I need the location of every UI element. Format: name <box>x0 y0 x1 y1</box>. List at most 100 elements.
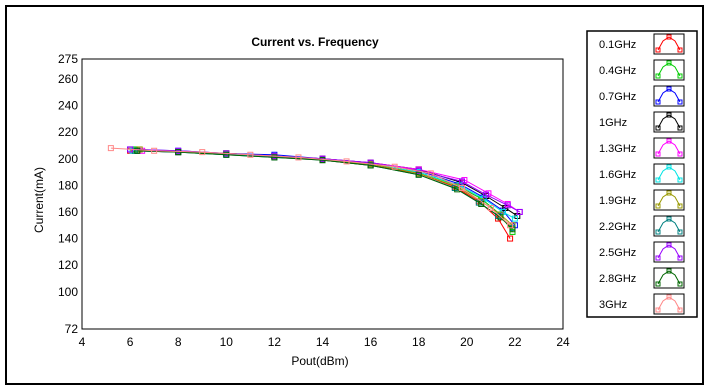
y-tick-label: 220 <box>58 125 78 139</box>
x-tick-label: 8 <box>175 335 182 349</box>
chart-frame: Current vs. Frequency 4 6 8 10 12 14 16 18 20 22 2… <box>5 5 704 385</box>
legend-swatch-line <box>657 218 681 233</box>
legend-swatch <box>653 137 685 159</box>
legend-swatch-marker <box>666 268 672 274</box>
legend-swatch-line <box>657 114 681 129</box>
legend-swatch-marker <box>655 151 661 157</box>
legend-swatch-marker <box>666 190 672 196</box>
series-point <box>507 222 514 229</box>
legend-swatch-marker <box>677 73 683 79</box>
legend-swatch-line <box>657 140 681 155</box>
y-tick-label: 100 <box>58 285 78 299</box>
legend-entry-label: 2.2GHz <box>599 221 636 233</box>
legend-entry-label: 3GHz <box>599 299 627 311</box>
legend-swatch-marker <box>655 177 661 183</box>
legend-swatch-marker <box>666 216 672 222</box>
series-point <box>516 208 523 215</box>
legend-entry-label: 1.3GHz <box>599 143 636 155</box>
x-tick-label: 16 <box>364 335 378 349</box>
legend-swatch-line <box>657 270 681 285</box>
series-point <box>497 214 504 221</box>
legend-entry-label: 2.8GHz <box>599 273 636 285</box>
legend-swatch-marker <box>655 255 661 261</box>
series-point <box>483 191 490 198</box>
legend-swatch-line <box>657 192 681 207</box>
series-point <box>175 149 182 156</box>
legend-swatch <box>653 215 685 237</box>
x-tick-label: 24 <box>556 335 570 349</box>
legend-swatch-marker <box>655 73 661 79</box>
series-point <box>458 185 465 192</box>
x-tick-label: 12 <box>268 335 282 349</box>
legend-entry-label: 1.9GHz <box>599 195 636 207</box>
legend-swatch-marker <box>677 229 683 235</box>
series-point <box>199 149 206 156</box>
legend: 0.1GHz 0.4GHz 0.7GHz 1GHz 1.3GHz 1.6GHz 1.9GHz… <box>586 30 698 318</box>
legend-swatch <box>653 111 685 133</box>
legend-entry-label: 0.1GHz <box>599 39 636 51</box>
y-tick-label: 160 <box>58 205 78 219</box>
chart-title: Current vs. Frequency <box>251 35 379 49</box>
series-point <box>295 154 302 161</box>
legend-swatch-marker <box>677 125 683 131</box>
legend-swatch-marker <box>677 203 683 209</box>
legend-swatch-line <box>657 88 681 103</box>
series-point <box>507 235 514 242</box>
y-tick-label: 72 <box>65 322 79 336</box>
legend-swatch <box>653 189 685 211</box>
legend-swatch-marker <box>666 60 672 66</box>
x-tick-label: 4 <box>79 335 86 349</box>
x-tick-label: 10 <box>220 335 234 349</box>
legend-swatch <box>653 85 685 107</box>
legend-swatch-marker <box>666 34 672 40</box>
x-tick-label: 14 <box>316 335 330 349</box>
series-point <box>107 145 114 152</box>
x-axis-label: Pout(dBm) <box>291 354 348 368</box>
legend-swatch-marker <box>677 99 683 105</box>
series-point <box>271 154 278 161</box>
y-axis-label: Current(mA) <box>32 167 46 233</box>
series-line <box>137 150 513 230</box>
x-tick-label: 18 <box>412 335 426 349</box>
legend-swatch <box>653 267 685 289</box>
series-point <box>223 151 230 158</box>
legend-entry-label: 1GHz <box>599 117 627 129</box>
y-tick-label: 200 <box>58 152 78 166</box>
chart-svg: Current vs. Frequency 4 6 8 10 12 14 16 18 20 22 2… <box>32 30 698 368</box>
series-point <box>415 171 422 178</box>
legend-swatch-marker <box>666 112 672 118</box>
legend-swatch-marker <box>677 177 683 183</box>
legend-swatch-marker <box>655 47 661 53</box>
series-point <box>504 202 511 209</box>
legend-swatch <box>653 241 685 263</box>
series-point <box>247 151 254 158</box>
series-point <box>343 158 350 165</box>
legend-swatch-marker <box>655 99 661 105</box>
legend-swatch <box>653 163 685 185</box>
legend-swatch-marker <box>655 229 661 235</box>
series-layer <box>107 145 523 242</box>
legend-swatch-marker <box>666 164 672 170</box>
legend-swatch-marker <box>677 47 683 53</box>
legend-swatch-marker <box>677 151 683 157</box>
legend-swatch-line <box>657 296 681 311</box>
series-point <box>134 147 141 154</box>
y-tick-label: 275 <box>58 52 78 66</box>
legend-swatch <box>653 293 685 315</box>
legend-swatch-line <box>657 36 681 51</box>
series-point <box>427 170 434 177</box>
series-point <box>511 215 518 222</box>
legend-swatch-marker <box>677 281 683 287</box>
legend-swatch-marker <box>666 242 672 248</box>
series-point <box>151 147 158 154</box>
series-line <box>110 147 511 226</box>
legend-entry-label: 2.5GHz <box>599 247 636 259</box>
legend-swatch-marker <box>666 138 672 144</box>
legend-swatch-marker <box>666 294 672 300</box>
y-tick-label: 140 <box>58 232 78 246</box>
legend-swatch-line <box>657 62 681 77</box>
legend-swatch-marker <box>655 307 661 313</box>
legend-swatch-marker <box>655 125 661 131</box>
series-point <box>367 162 374 169</box>
y-tick-label: 260 <box>58 72 78 86</box>
